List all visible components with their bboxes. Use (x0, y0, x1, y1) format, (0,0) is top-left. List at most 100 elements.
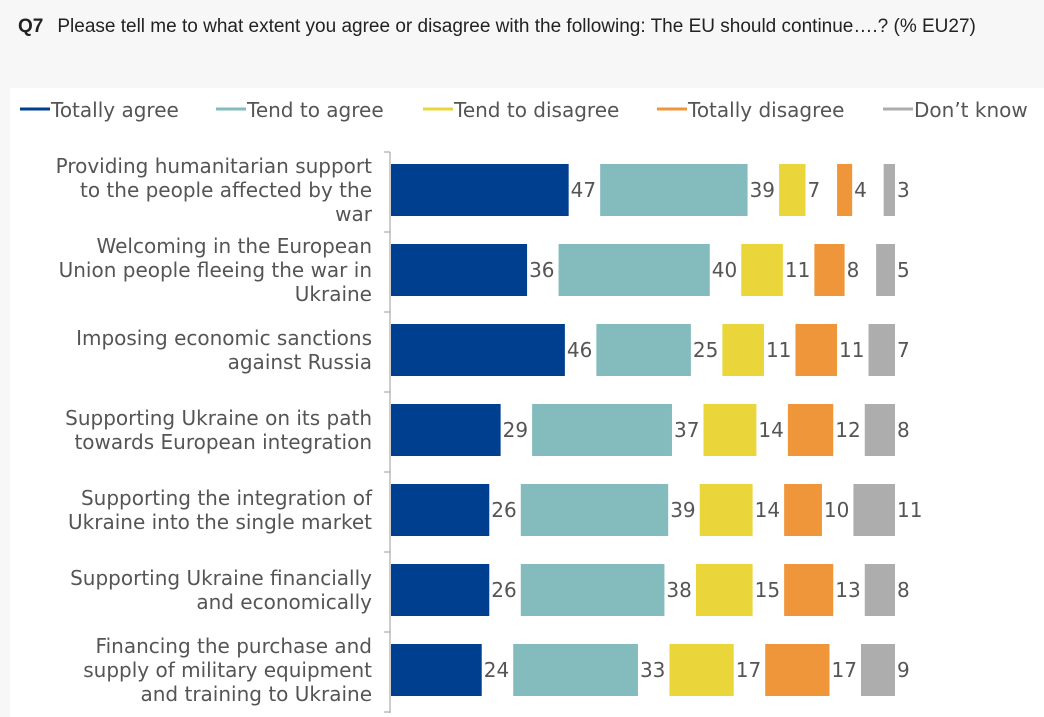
bar-totally-agree (391, 244, 528, 296)
bar-don-t-know (853, 484, 895, 536)
category-label-line: Financing the purchase and (96, 634, 372, 658)
category-label: Financing the purchase and supply of mili… (83, 634, 372, 706)
bar-totally-agree (391, 324, 565, 376)
question-header: Q7 Please tell me to what extent you agre… (12, 12, 1032, 42)
bar-tend-to-agree (600, 164, 748, 216)
legend-label: Totally agree (50, 98, 179, 122)
data-label: 14 (755, 498, 780, 522)
bar-don-t-know (876, 244, 895, 296)
data-label: 17 (831, 658, 856, 682)
legend-item-tend-to-disagree: Tend to disagree (423, 98, 619, 122)
question-text: Please tell me to what extent you agree … (57, 16, 976, 37)
data-label: 39 (670, 498, 695, 522)
legend-label: Tend to agree (246, 98, 384, 122)
category-label: Supporting Ukraine financially and econom… (70, 566, 372, 614)
data-label: 37 (674, 418, 699, 442)
bar-totally-disagree (795, 324, 838, 376)
category-label: Providing humanitarian support to the peo… (56, 154, 373, 226)
bar-don-t-know (868, 324, 895, 376)
bar-don-t-know (883, 164, 895, 216)
legend-label: Totally disagree (687, 98, 844, 122)
bar-tend-to-disagree (695, 564, 753, 616)
data-label: 15 (755, 578, 780, 602)
data-label: 8 (897, 578, 910, 602)
data-label: 11 (766, 338, 791, 362)
question-id: Q7 (18, 16, 44, 37)
bar-totally-disagree (837, 164, 853, 216)
bar-don-t-know (864, 404, 895, 456)
bar-totally-agree (391, 404, 501, 456)
legend-item-totally-disagree: Totally disagree (657, 98, 844, 122)
category-label-line: and economically (196, 590, 372, 614)
data-label: 40 (712, 258, 737, 282)
bar-totally-agree (391, 644, 482, 696)
bar-tend-to-disagree (779, 164, 806, 216)
category-label: Supporting Ukraine on its path towards Eu… (65, 406, 372, 454)
category-label: Supporting the integration of Ukraine int… (68, 486, 373, 534)
bar-totally-disagree (765, 644, 830, 696)
data-label: 13 (835, 578, 860, 602)
category-label-line: war (335, 202, 373, 226)
category-label-line: Welcoming in the European (97, 234, 373, 258)
bar-tend-to-disagree (669, 644, 734, 696)
bar-totally-disagree (814, 244, 845, 296)
category-label-line: Ukraine into the single market (68, 510, 372, 534)
bar-tend-to-disagree (703, 404, 757, 456)
data-label: 11 (897, 498, 922, 522)
bar-totally-agree (391, 564, 490, 616)
data-label: 5 (897, 258, 910, 282)
category-label-line: to the people affected by the (80, 178, 372, 202)
category-label-line: Supporting the integration of (81, 486, 373, 510)
bar-tend-to-disagree (699, 484, 753, 536)
data-label: 47 (571, 178, 596, 202)
data-label: 4 (854, 178, 867, 202)
category-label-line: Supporting Ukraine financially (70, 566, 372, 590)
bar-totally-disagree (784, 564, 834, 616)
data-label: 10 (824, 498, 849, 522)
data-label: 3 (897, 178, 910, 202)
data-label: 26 (491, 498, 516, 522)
bar-don-t-know (860, 644, 895, 696)
category-label-line: and training to Ukraine (141, 682, 373, 706)
legend-label: Don’t know (914, 98, 1028, 122)
category-label-line: against Russia (228, 350, 372, 374)
bar-tend-to-agree (558, 244, 710, 296)
data-label: 26 (491, 578, 516, 602)
data-label: 12 (835, 418, 860, 442)
data-label: 46 (567, 338, 592, 362)
category-label-line: supply of military equipment (83, 658, 372, 682)
category-label: Welcoming in the European Union people fl… (59, 234, 372, 306)
data-label: 17 (736, 658, 761, 682)
data-label: 11 (839, 338, 864, 362)
category-label-line: towards European integration (74, 430, 372, 454)
bar-tend-to-disagree (741, 244, 783, 296)
bar-tend-to-disagree (722, 324, 764, 376)
data-label: 29 (503, 418, 528, 442)
data-label: 11 (785, 258, 810, 282)
legend-label: Tend to disagree (453, 98, 619, 122)
legend-item-totally-agree: Totally agree (20, 98, 179, 122)
category-label-line: Providing humanitarian support (56, 154, 373, 178)
category-label-line: Imposing economic sanctions (76, 326, 372, 350)
category-label-line: Supporting Ukraine on its path (65, 406, 372, 430)
chart-panel: Totally agree Tend to agree Tend to disagr… (10, 88, 1044, 717)
data-label: 33 (640, 658, 665, 682)
bar-tend-to-agree (513, 644, 638, 696)
data-label: 24 (484, 658, 509, 682)
bar-tend-to-agree (596, 324, 691, 376)
data-label: 39 (750, 178, 775, 202)
data-label: 7 (808, 178, 821, 202)
bar-tend-to-agree (520, 564, 665, 616)
legend-item-tend-to-agree: Tend to agree (216, 98, 384, 122)
bar-totally-disagree (787, 404, 834, 456)
data-label: 36 (529, 258, 554, 282)
bar-totally-disagree (784, 484, 822, 536)
data-label: 25 (693, 338, 718, 362)
data-label: 38 (666, 578, 691, 602)
bar-totally-agree (391, 164, 569, 216)
category-label: Imposing economic sanctions against Russi… (76, 326, 372, 374)
legend-item-don-t-know: Don’t know (883, 98, 1028, 122)
data-label: 8 (847, 258, 860, 282)
data-label: 14 (758, 418, 783, 442)
data-label: 8 (897, 418, 910, 442)
